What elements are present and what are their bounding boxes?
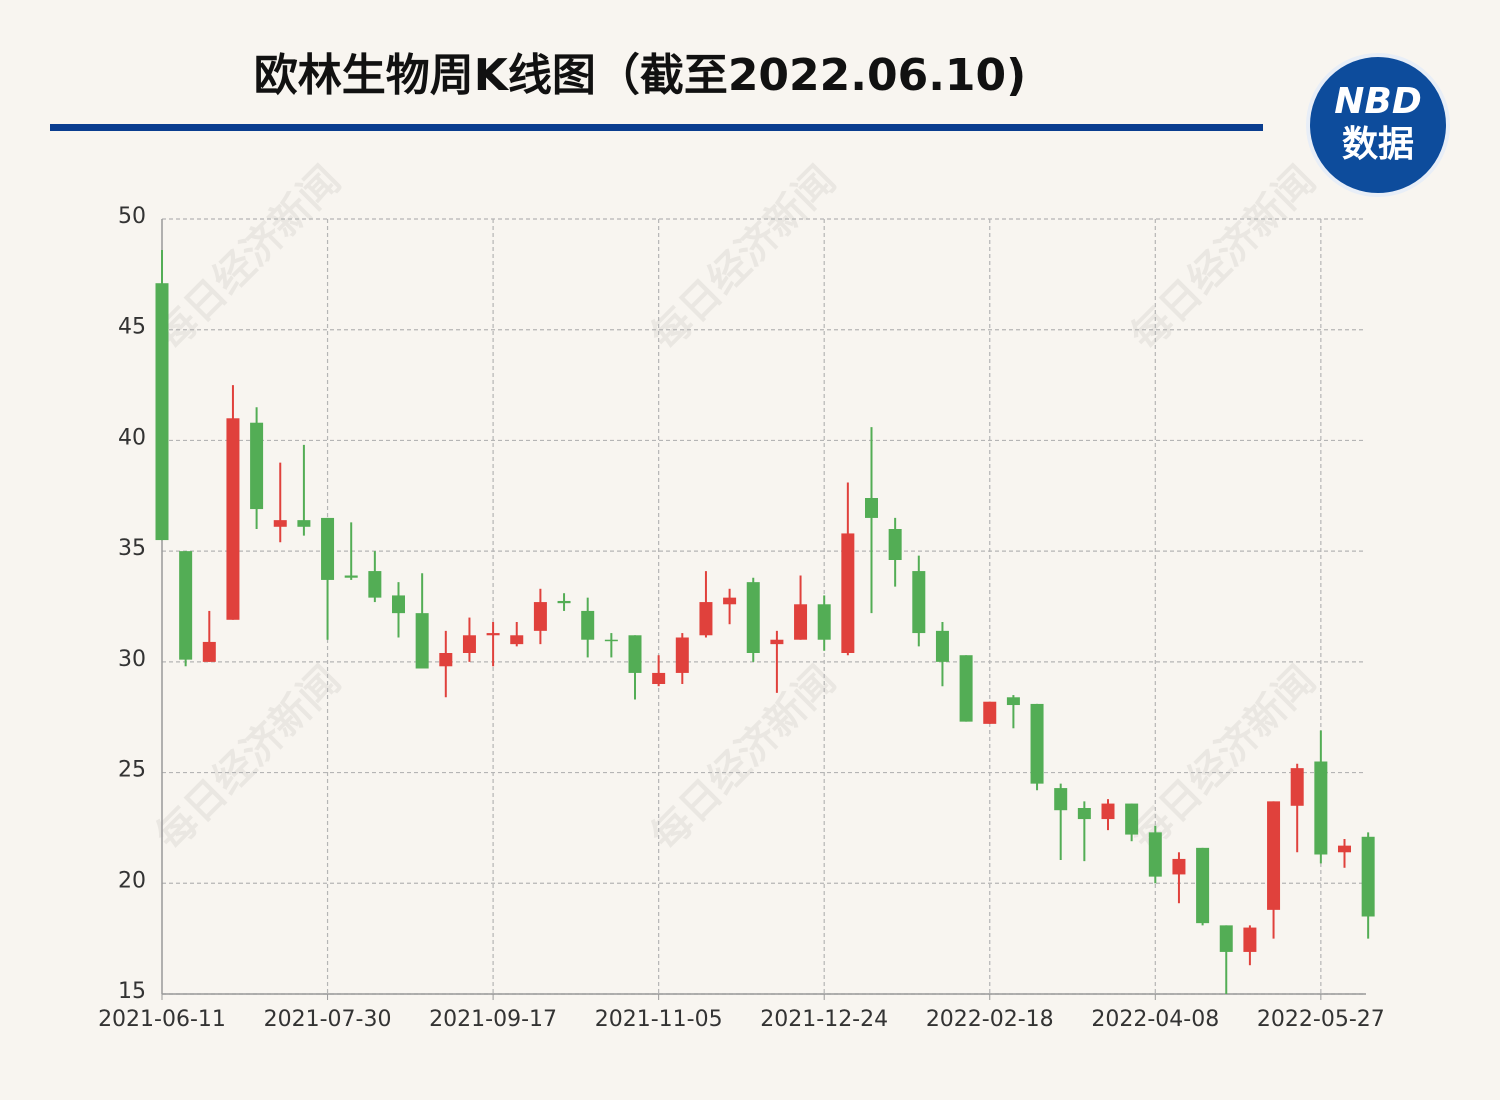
candle-body xyxy=(1054,788,1068,811)
plot: 15 20 25 30 35 40 45 50 2021-06-11 2021-07-30 2021… xyxy=(98,204,1385,1032)
candle-body xyxy=(723,597,737,605)
candle-body xyxy=(202,641,216,662)
x-tick-label: 2021-11-05 xyxy=(595,1007,723,1032)
candle-body xyxy=(250,422,264,510)
y-tick-label: 25 xyxy=(118,758,146,783)
candle-body xyxy=(155,283,169,541)
title-rule xyxy=(50,124,1263,131)
candle-body xyxy=(415,613,429,669)
y-tick-label: 50 xyxy=(118,204,146,229)
x-tick-label: 2021-06-11 xyxy=(98,1007,226,1032)
candle-body xyxy=(1101,803,1115,820)
candle-body xyxy=(604,639,618,642)
logo-top: NBD xyxy=(1334,81,1421,122)
candle-body xyxy=(368,571,382,598)
logo-bottom: 数据 xyxy=(1342,124,1414,165)
candle-body xyxy=(533,602,547,631)
candle-body xyxy=(746,582,760,653)
candle-body xyxy=(1219,925,1233,952)
candle-body xyxy=(392,595,405,614)
y-tick-label: 45 xyxy=(118,315,146,340)
candle-body xyxy=(1148,832,1162,877)
candle-body xyxy=(297,520,311,527)
x-tick-label: 2021-12-24 xyxy=(760,1007,888,1032)
y-tick-label: 30 xyxy=(118,647,146,672)
candle-body xyxy=(557,600,571,604)
logo xyxy=(1306,53,1450,197)
x-tick-label: 2022-04-08 xyxy=(1091,1007,1219,1032)
candle-body xyxy=(983,701,997,724)
candle-body xyxy=(817,604,831,640)
y-tick-label: 35 xyxy=(118,536,146,561)
x-tick-label: 2022-05-27 xyxy=(1257,1007,1385,1032)
candle-body xyxy=(865,498,878,518)
candle-body xyxy=(439,653,453,667)
candle-body xyxy=(1006,697,1020,706)
candle-body xyxy=(581,610,595,640)
y-tick-label: 20 xyxy=(118,868,146,893)
candle-body xyxy=(1314,761,1328,855)
candle-body xyxy=(344,575,358,578)
candle-body xyxy=(1290,768,1304,806)
candle-body xyxy=(888,529,902,560)
candle-body xyxy=(770,639,784,645)
candle-body xyxy=(1077,808,1091,820)
candle-body xyxy=(510,635,524,645)
candle-body xyxy=(1338,845,1351,853)
candle-body xyxy=(675,637,689,673)
candle-body xyxy=(959,655,973,722)
x-tick-label: 2021-07-30 xyxy=(264,1007,392,1032)
candle-body xyxy=(179,551,193,660)
candle-body xyxy=(1243,927,1257,952)
candle-body xyxy=(321,517,335,580)
candle-body xyxy=(462,635,476,653)
candle-body xyxy=(486,633,500,636)
candle-body xyxy=(935,630,949,662)
candle-body xyxy=(1030,703,1044,784)
candle-body xyxy=(699,602,713,636)
candle-body xyxy=(1196,847,1210,924)
candle-body xyxy=(273,520,287,527)
chart-title: 欧林生物周K线图（截至2022.06.10) xyxy=(254,50,1027,101)
candle-body xyxy=(226,418,240,620)
y-tick-label: 40 xyxy=(118,425,146,450)
candle-body xyxy=(1361,836,1375,917)
candle-body xyxy=(794,604,808,640)
candle-body xyxy=(628,635,642,673)
candle-body xyxy=(1172,858,1186,875)
x-tick-label: 2021-09-17 xyxy=(429,1007,557,1032)
candle-body xyxy=(1125,803,1139,835)
candle-body xyxy=(912,571,926,634)
candle-body xyxy=(841,533,855,653)
candle-body xyxy=(652,672,666,684)
y-tick-label: 15 xyxy=(118,979,146,1004)
candle-body xyxy=(1267,801,1281,910)
x-tick-label: 2022-02-18 xyxy=(926,1007,1054,1032)
